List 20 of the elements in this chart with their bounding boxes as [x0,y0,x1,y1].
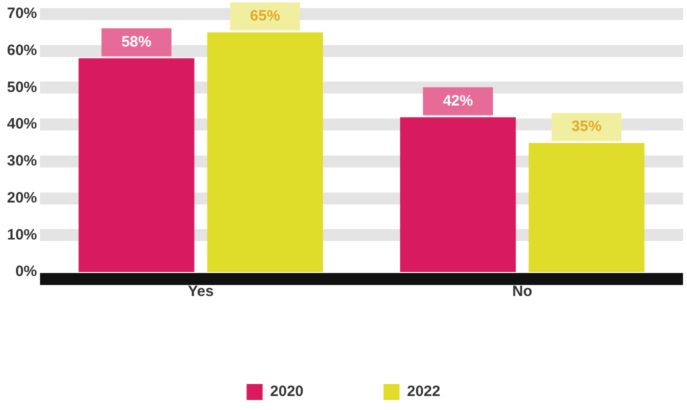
y-tick-label: 60% [6,42,38,59]
y-tick-label: 0% [15,263,38,280]
bar [207,32,323,272]
x-tick-label: No [512,283,532,300]
bar [78,58,194,272]
y-tick-label: 40% [6,116,38,133]
data-label: 65% [250,8,280,25]
data-label: 42% [442,92,473,110]
bar [400,117,516,272]
y-tick-label: 10% [6,226,38,244]
legend-label: 2020 [270,383,304,400]
legend-label: 2022 [407,383,440,400]
y-tick-label: 70% [6,5,38,22]
data-label: 58% [121,33,152,50]
y-tick-label: 20% [6,189,38,206]
bar [528,143,644,272]
x-tick-label: Yes [188,283,214,300]
y-tick-label: 30% [6,152,38,170]
data-label: 35% [572,118,602,136]
y-tick-label: 50% [6,78,38,96]
